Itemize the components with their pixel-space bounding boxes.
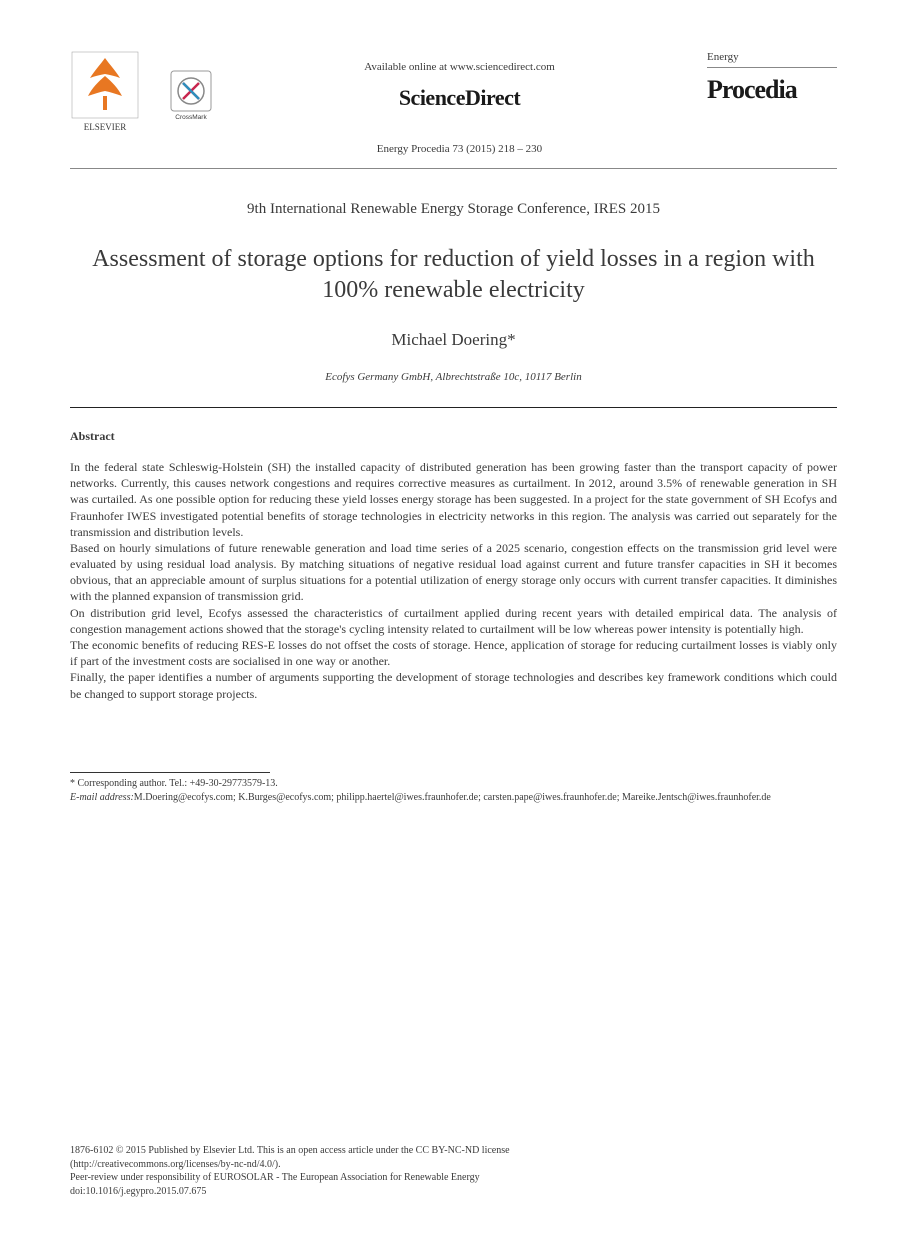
authors: Michael Doering*	[70, 328, 837, 352]
corresponding-block: * Corresponding author. Tel.: +49-30-297…	[70, 772, 837, 805]
email-addresses: M.Doering@ecofys.com; K.Burges@ecofys.co…	[134, 792, 771, 803]
available-online-text: Available online at www.sciencedirect.co…	[212, 60, 707, 75]
email-label: E-mail address:	[70, 792, 134, 803]
conference-name: 9th International Renewable Energy Stora…	[70, 199, 837, 220]
journal-reference: Energy Procedia 73 (2015) 218 – 230	[212, 142, 707, 157]
abstract-para-5: Finally, the paper identifies a number o…	[70, 669, 837, 701]
header-row: ELSEVIER CrossMark Available online at w…	[70, 50, 837, 158]
procedia-category: Energy	[707, 50, 837, 68]
footer-copyright-block: 1876-6102 © 2015 Published by Elsevier L…	[70, 1144, 837, 1198]
abstract-para-1: In the federal state Schleswig-Holstein …	[70, 459, 837, 540]
header-rule	[70, 168, 837, 169]
procedia-name: Procedia	[707, 72, 837, 108]
svg-text:CrossMark: CrossMark	[175, 114, 207, 120]
procedia-logo-block: Energy Procedia	[707, 50, 837, 109]
email-line: E-mail address:M.Doering@ecofys.com; K.B…	[70, 791, 837, 805]
paper-title: Assessment of storage options for reduct…	[70, 244, 837, 306]
abstract-para-4: The economic benefits of reducing RES-E …	[70, 637, 837, 669]
affiliation: Ecofys Germany GmbH, Albrechtstraße 10c,…	[70, 370, 837, 385]
abstract-para-3: On distribution grid level, Ecofys asses…	[70, 605, 837, 637]
abstract-para-2: Based on hourly simulations of future re…	[70, 540, 837, 605]
crossmark-logo[interactable]: CrossMark	[170, 70, 212, 120]
elsevier-logo: ELSEVIER	[70, 50, 140, 135]
header-center: Available online at www.sciencedirect.co…	[212, 50, 707, 158]
sciencedirect-brand: ScienceDirect	[212, 83, 707, 114]
copyright-line-2: (http://creativecommons.org/licenses/by-…	[70, 1158, 837, 1172]
elsevier-text: ELSEVIER	[84, 122, 127, 132]
copyright-line-1: 1876-6102 © 2015 Published by Elsevier L…	[70, 1144, 837, 1158]
title-rule	[70, 407, 837, 408]
doi-line: doi:10.1016/j.egypro.2015.07.675	[70, 1185, 837, 1199]
abstract-heading: Abstract	[70, 428, 837, 445]
logos-left-group: ELSEVIER CrossMark	[70, 50, 212, 135]
copyright-line-3: Peer-review under responsibility of EURO…	[70, 1171, 837, 1185]
corresponding-author-line: * Corresponding author. Tel.: +49-30-297…	[70, 777, 837, 791]
